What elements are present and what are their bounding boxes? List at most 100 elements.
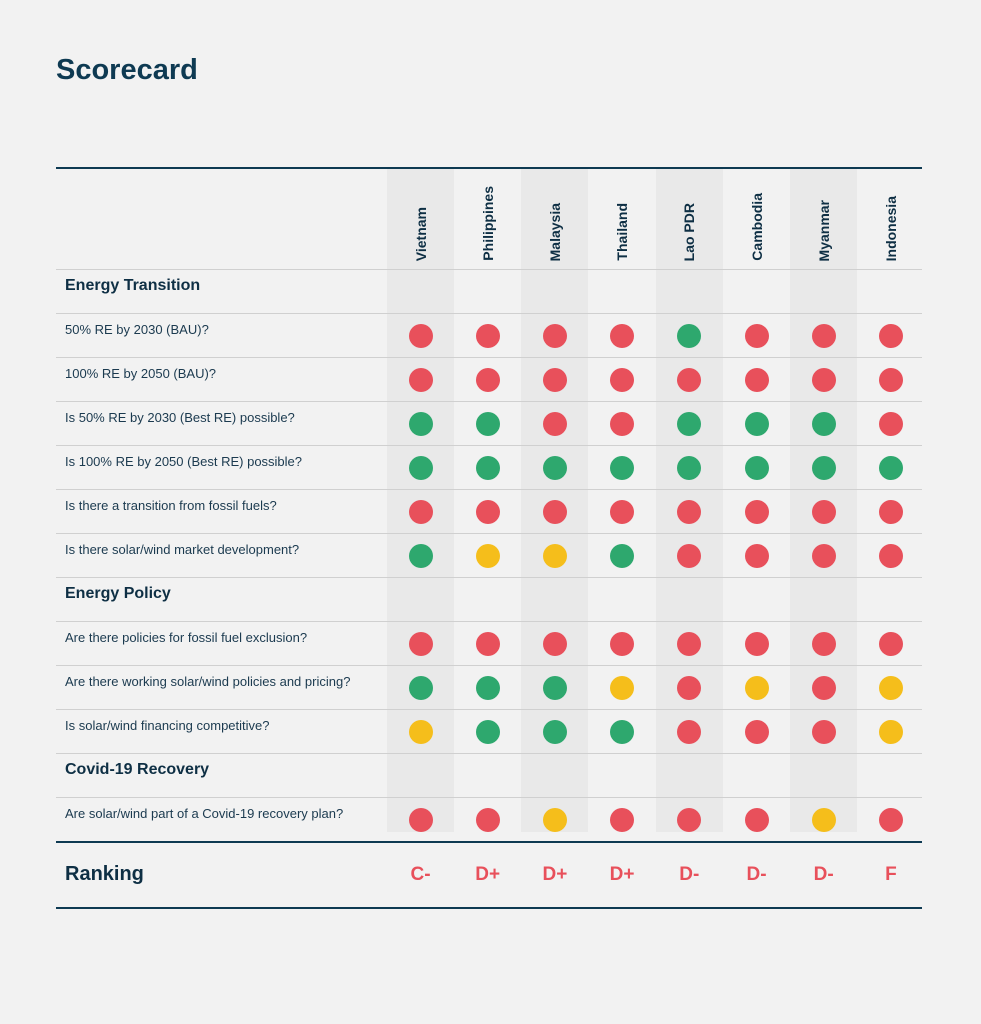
green-rating-dot xyxy=(879,456,903,480)
red-rating-dot xyxy=(744,544,769,568)
country-name: Vietnam xyxy=(412,206,429,261)
country-header: Vietnam xyxy=(387,207,454,261)
green-rating-dot xyxy=(543,676,567,700)
red-rating-dot xyxy=(475,324,500,348)
green-rating-dot xyxy=(408,456,433,480)
country-name: Philippines xyxy=(479,186,496,261)
green-rating-dot xyxy=(475,456,500,480)
red-rating-dot xyxy=(879,500,903,524)
red-rating-dot xyxy=(811,632,836,656)
criteria-label: Is 100% RE by 2050 (Best RE) possible? xyxy=(65,454,303,469)
red-rating-dot xyxy=(811,544,836,568)
green-rating-dot xyxy=(744,456,769,480)
section-header: Energy Transition xyxy=(56,269,922,313)
section-title: Energy Policy xyxy=(65,585,171,602)
green-rating-dot xyxy=(811,456,836,480)
red-rating-dot xyxy=(879,544,903,568)
criteria-row: Is solar/wind financing competitive? xyxy=(56,709,922,753)
red-rating-dot xyxy=(879,632,903,656)
section-title: Covid-19 Recovery xyxy=(65,761,210,778)
red-rating-dot xyxy=(543,324,567,348)
ranking-grade: C- xyxy=(410,864,431,885)
criteria-row: Is there solar/wind market development? xyxy=(56,533,922,577)
country-name: Cambodia xyxy=(748,193,765,261)
green-rating-dot xyxy=(543,456,567,480)
ranking-grade: D+ xyxy=(609,864,635,885)
green-rating-dot xyxy=(408,544,433,568)
red-rating-dot xyxy=(408,368,433,392)
criteria-label: Are there policies for fossil fuel exclu… xyxy=(65,630,308,645)
country-name: Malaysia xyxy=(546,202,563,261)
criteria-label: Is 50% RE by 2030 (Best RE) possible? xyxy=(65,410,295,425)
scorecard-table: Vietnam Philippines Malaysia Thailand Lao PD… xyxy=(56,167,922,909)
country-name: Myanmar xyxy=(815,199,832,261)
red-rating-dot xyxy=(408,500,433,524)
green-rating-dot xyxy=(543,720,567,744)
green-rating-dot xyxy=(677,412,702,436)
red-rating-dot xyxy=(744,808,769,832)
criteria-label: 100% RE by 2050 (BAU)? xyxy=(65,366,217,381)
country-header: Indonesia xyxy=(857,196,924,261)
red-rating-dot xyxy=(811,720,836,744)
yellow-rating-dot xyxy=(543,808,567,832)
green-rating-dot xyxy=(610,456,635,480)
ranking-grade: D- xyxy=(746,864,767,885)
yellow-rating-dot xyxy=(543,544,567,568)
criteria-row: Are there policies for fossil fuel exclu… xyxy=(56,621,922,665)
red-rating-dot xyxy=(610,500,635,524)
criteria-label: 50% RE by 2030 (BAU)? xyxy=(65,322,209,337)
red-rating-dot xyxy=(677,720,702,744)
criteria-label: Is solar/wind financing competitive? xyxy=(65,718,270,733)
red-rating-dot xyxy=(408,808,433,832)
green-rating-dot xyxy=(811,412,836,436)
criteria-row: 100% RE by 2050 (BAU)? xyxy=(56,357,922,401)
country-header: Lao PDR xyxy=(656,203,723,261)
red-rating-dot xyxy=(744,632,769,656)
green-rating-dot xyxy=(610,544,635,568)
green-rating-dot xyxy=(475,412,500,436)
country-header: Malaysia xyxy=(521,203,588,261)
red-rating-dot xyxy=(677,500,702,524)
top-rule xyxy=(56,167,922,169)
yellow-rating-dot xyxy=(811,808,836,832)
red-rating-dot xyxy=(475,632,500,656)
yellow-rating-dot xyxy=(879,720,903,744)
criteria-label: Are there working solar/wind policies an… xyxy=(65,674,351,689)
red-rating-dot xyxy=(610,368,635,392)
red-rating-dot xyxy=(811,676,836,700)
red-rating-dot xyxy=(677,632,702,656)
red-rating-dot xyxy=(811,324,836,348)
green-rating-dot xyxy=(475,676,500,700)
red-rating-dot xyxy=(879,324,903,348)
criteria-row: Is 50% RE by 2030 (Best RE) possible? xyxy=(56,401,922,445)
criteria-row: Are there working solar/wind policies an… xyxy=(56,665,922,709)
yellow-rating-dot xyxy=(475,544,500,568)
red-rating-dot xyxy=(811,368,836,392)
scorecard-body: Energy Transition 50% RE by 2030 (BAU)? 10… xyxy=(56,269,922,841)
red-rating-dot xyxy=(475,368,500,392)
bottom-rule xyxy=(56,907,922,909)
country-name: Indonesia xyxy=(882,195,899,261)
red-rating-dot xyxy=(744,368,769,392)
red-rating-dot xyxy=(677,676,702,700)
section-title: Energy Transition xyxy=(65,277,201,294)
red-rating-dot xyxy=(408,632,433,656)
green-rating-dot xyxy=(475,720,500,744)
red-rating-dot xyxy=(543,412,567,436)
red-rating-dot xyxy=(677,368,702,392)
yellow-rating-dot xyxy=(744,676,769,700)
red-rating-dot xyxy=(610,632,635,656)
criteria-row: Are solar/wind part of a Covid-19 recove… xyxy=(56,797,922,841)
country-header: Cambodia xyxy=(723,193,790,261)
red-rating-dot xyxy=(744,324,769,348)
page-title: Scorecard xyxy=(56,54,198,86)
red-rating-dot xyxy=(879,808,903,832)
ranking-row: Ranking C- D+ D+ D+ D- D- D- F xyxy=(56,843,922,907)
red-rating-dot xyxy=(677,808,702,832)
red-rating-dot xyxy=(879,368,903,392)
red-rating-dot xyxy=(879,412,903,436)
green-rating-dot xyxy=(677,456,702,480)
ranking-grade: F xyxy=(885,864,897,885)
red-rating-dot xyxy=(610,808,635,832)
green-rating-dot xyxy=(408,412,433,436)
